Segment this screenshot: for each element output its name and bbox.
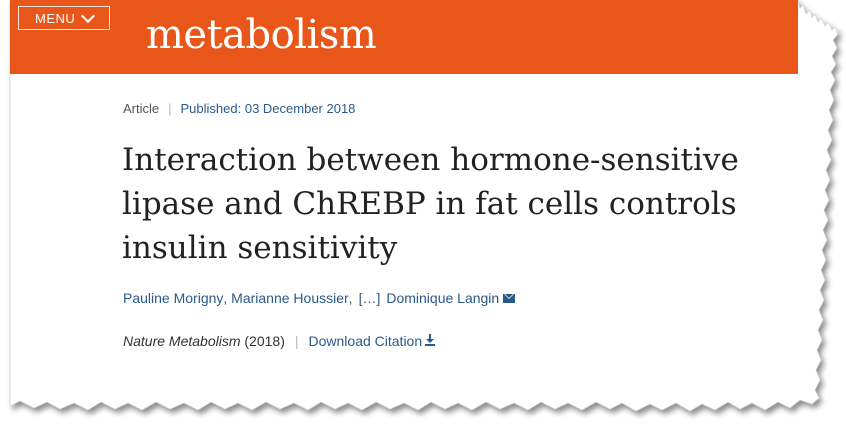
- meta-separator: |: [168, 101, 172, 116]
- journal-logo[interactable]: metabolism: [146, 12, 377, 58]
- download-citation-link[interactable]: Download Citation: [309, 333, 436, 349]
- author-list: Pauline Morigny, Marianne Houssier, […] …: [123, 290, 516, 306]
- show-all-authors-button[interactable]: […]: [358, 290, 381, 306]
- citation-line: Nature Metabolism (2018) | Download Cita…: [123, 333, 436, 349]
- author-comma-2: ,: [348, 290, 353, 306]
- author-link-houssier[interactable]: Marianne Houssier: [231, 290, 349, 306]
- journal-header: MENU metabolism: [10, 0, 798, 74]
- author-comma-1: ,: [223, 290, 228, 306]
- journal-name: Nature Metabolism: [123, 333, 241, 349]
- menu-label: MENU: [35, 10, 76, 26]
- chevron-down-icon: [81, 8, 96, 23]
- menu-button[interactable]: MENU: [18, 6, 110, 30]
- citation-separator: |: [294, 333, 299, 349]
- title-line-2: lipase and ChREBP in fat cells controls: [122, 186, 737, 222]
- author-link-morigny[interactable]: Pauline Morigny: [123, 290, 224, 306]
- article-title: Interaction between hormone-sensitive li…: [122, 138, 782, 270]
- download-icon: [425, 334, 436, 346]
- author-link-langin[interactable]: Dominique Langin: [386, 290, 500, 306]
- title-line-3: insulin sensitivity: [122, 230, 398, 266]
- download-citation-label: Download Citation: [308, 333, 423, 349]
- publication-year: (2018): [244, 333, 285, 349]
- published-date: Published: 03 December 2018: [180, 101, 356, 116]
- article-meta: Article | Published: 03 December 2018: [123, 101, 355, 116]
- mail-icon[interactable]: [503, 293, 516, 303]
- title-line-1: Interaction between hormone-sensitive: [122, 142, 739, 178]
- article-type: Article: [123, 101, 160, 116]
